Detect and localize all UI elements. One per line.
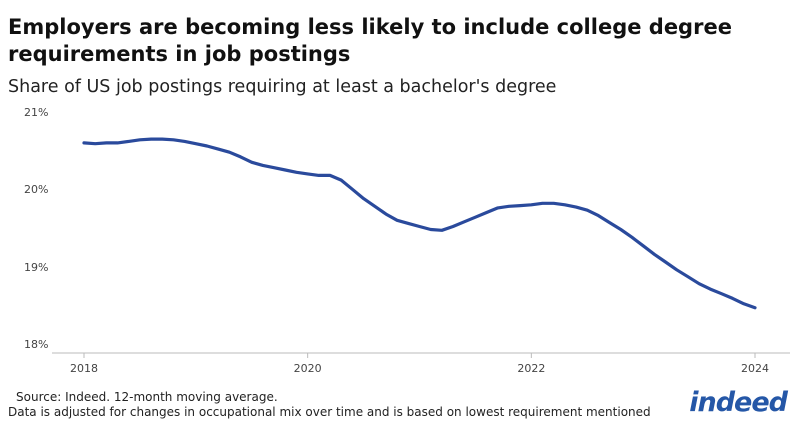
x-tick-label: 2018 — [70, 362, 98, 375]
y-tick-label: 19% — [24, 261, 48, 274]
methodology-note: Data is adjusted for changes in occupati… — [8, 405, 651, 419]
x-tick-label: 2022 — [517, 362, 545, 375]
y-tick-label: 21% — [24, 106, 48, 119]
x-tick-label: 2020 — [294, 362, 322, 375]
indeed-logo: indeed — [689, 387, 788, 418]
x-axis-ticks — [83, 353, 756, 358]
y-axis-labels: 21% 20% 19% 18% — [24, 106, 48, 351]
y-tick-label: 18% — [24, 338, 48, 351]
chart-subtitle: Share of US job postings requiring at le… — [8, 77, 557, 97]
x-axis-labels: 2018 2020 2022 2024 — [70, 362, 769, 375]
x-tick-label: 2024 — [741, 362, 769, 375]
y-tick-label: 20% — [24, 183, 48, 196]
line-chart: 21% 20% 19% 18% 2018 2020 2022 2024 — [24, 106, 790, 375]
source-note: Source: Indeed. 12-month moving average. — [16, 390, 278, 404]
series-line — [82, 137, 757, 310]
chart-title: Employers are becoming less likely to in… — [8, 15, 732, 66]
